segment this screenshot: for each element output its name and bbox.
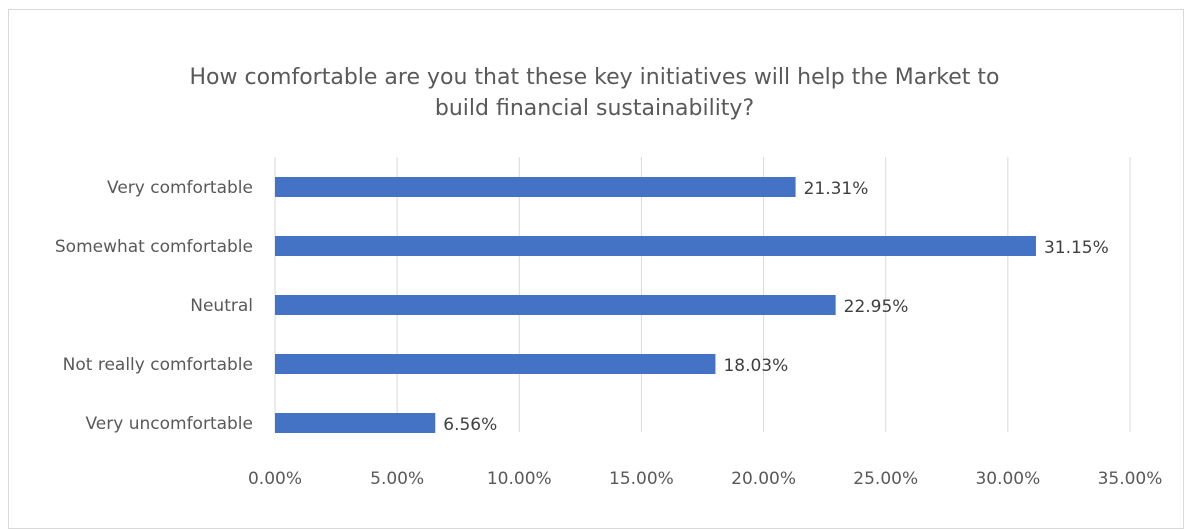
category-label: Somewhat comfortable: [55, 237, 253, 257]
data-label: 6.56%: [443, 415, 497, 435]
x-tick-label: 0.00%: [248, 469, 302, 489]
gridlines: [274, 157, 1131, 432]
x-tick-label: 35.00%: [1098, 469, 1163, 489]
x-tick-label: 20.00%: [731, 469, 796, 489]
category-label: Not really comfortable: [63, 355, 253, 375]
x-tick-label: 25.00%: [853, 469, 918, 489]
chart-plot: 0.00% 5.00% 10.00% 15.00% 20.00% 25.00% 30.00%…: [55, 157, 1163, 489]
bar: [275, 236, 1036, 256]
category-label: Neutral: [190, 296, 253, 316]
labels: 0.00% 5.00% 10.00% 15.00% 20.00% 25.00% 30.00%…: [55, 178, 1163, 489]
chart-title-line-2: build financial sustainability?: [434, 96, 755, 121]
category-label: Very comfortable: [107, 178, 253, 198]
x-tick-label: 15.00%: [609, 469, 674, 489]
data-label: 31.15%: [1044, 238, 1109, 258]
chart-title: How comfortable are you that these key i…: [0, 62, 1189, 124]
chart-title-line-1: How comfortable are you that these key i…: [189, 65, 1000, 90]
bar: [275, 177, 796, 197]
x-tick-label: 30.00%: [975, 469, 1040, 489]
bar: [275, 413, 436, 433]
data-label: 18.03%: [723, 356, 788, 376]
bar: [275, 295, 836, 315]
bar: [275, 354, 716, 374]
x-tick-label: 10.00%: [487, 469, 552, 489]
data-label: 21.31%: [804, 179, 869, 199]
category-label: Very uncomfortable: [85, 414, 253, 434]
bars: [275, 177, 1036, 433]
data-label: 22.95%: [844, 297, 909, 317]
x-tick-label: 5.00%: [370, 469, 424, 489]
chart-frame: [8, 9, 1184, 529]
